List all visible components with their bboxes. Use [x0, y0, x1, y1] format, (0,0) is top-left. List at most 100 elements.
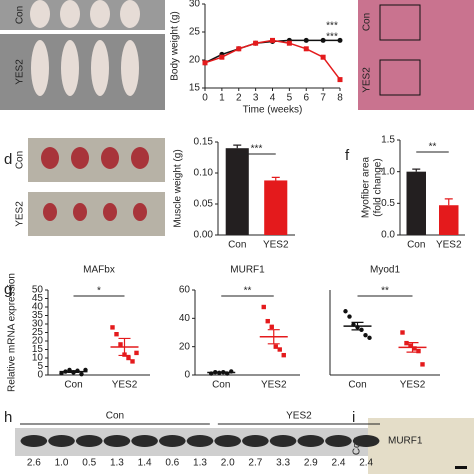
blot-value: 0.5 — [82, 458, 96, 469]
error-bar — [444, 198, 453, 206]
y-tick-label: 0.15 — [194, 137, 214, 148]
point — [79, 371, 84, 377]
point — [367, 335, 372, 341]
y-axis-label: Myofiber area — [361, 156, 372, 218]
blot-value: 2.7 — [248, 458, 262, 469]
x-tick-label: 2 — [236, 93, 242, 104]
point — [270, 37, 275, 43]
annotation: *** — [326, 21, 338, 32]
scale-bar — [455, 466, 467, 469]
x-tick-label: Con — [64, 380, 82, 391]
blot-band — [325, 435, 352, 447]
photo-label: Con — [15, 6, 26, 24]
protein-label: MURF1 — [388, 436, 423, 447]
y-tick-label: 20 — [179, 341, 191, 352]
photo-label: Con — [362, 13, 373, 31]
point — [126, 355, 131, 361]
y-axis-label: (fold change) — [373, 158, 384, 216]
point — [265, 318, 270, 324]
y-tick-label: 35 — [32, 310, 44, 321]
group-label: Con — [106, 411, 124, 422]
mice — [30, 0, 140, 96]
y-tick-label: 30 — [32, 319, 44, 330]
point — [363, 332, 368, 338]
y-tick-label: 0 — [184, 370, 190, 381]
point — [343, 309, 348, 314]
blot-band — [297, 435, 325, 447]
blot-band — [269, 435, 297, 447]
y-tick-label: 20 — [189, 55, 201, 66]
error-bar — [215, 371, 228, 374]
point — [286, 40, 292, 46]
group-label: YES2 — [286, 411, 312, 422]
panel-label: h — [4, 409, 12, 426]
blot-band — [242, 435, 269, 447]
x-tick-label: 4 — [270, 93, 276, 104]
significance: ** — [381, 286, 389, 297]
blot-value: 0.6 — [165, 458, 179, 469]
photo-label: YES2 — [15, 59, 26, 85]
blot-band — [131, 435, 158, 447]
error-bar — [267, 329, 280, 345]
blot-band — [48, 435, 75, 447]
x-tick-label: Con — [348, 380, 366, 391]
point — [337, 37, 343, 43]
chart-title: Myod1 — [370, 265, 400, 276]
y-tick-label: 60 — [179, 285, 191, 296]
blot-band — [20, 435, 48, 447]
point — [420, 362, 425, 367]
point — [261, 304, 266, 310]
point — [337, 77, 343, 83]
x-tick-label: YES2 — [112, 380, 138, 391]
x-tick-label: 0 — [202, 93, 208, 104]
x-tick-label: 1 — [219, 93, 225, 104]
x-tick-label: YES2 — [400, 380, 426, 391]
panel-label: i — [352, 409, 355, 426]
error-bar — [406, 341, 419, 353]
y-tick-label: 25 — [32, 327, 44, 338]
y-tick-label: 1.0 — [381, 166, 395, 177]
bar — [264, 180, 288, 235]
y-axis-label: Body weight (g) — [170, 11, 181, 80]
significance: ** — [244, 286, 252, 297]
y-tick-label: 0.5 — [381, 198, 395, 209]
blot-value: 2.0 — [221, 458, 235, 469]
point — [130, 359, 135, 364]
photo-label: YES2 — [362, 67, 373, 93]
point — [269, 324, 274, 330]
blot-band — [103, 435, 131, 447]
muscles — [41, 147, 149, 221]
x-tick-label: YES2 — [436, 240, 462, 251]
inset-box — [379, 4, 421, 41]
blot-band — [159, 435, 186, 447]
point — [320, 37, 326, 43]
blot-value: 2.4 — [332, 458, 346, 469]
panel-label: g — [4, 281, 12, 298]
point — [412, 346, 417, 351]
x-tick-label: 6 — [303, 93, 309, 104]
point — [253, 40, 259, 46]
photo-label: Con — [352, 437, 363, 455]
y-axis-label: Relative mRNA expression — [7, 273, 18, 392]
y-tick-label: 45 — [32, 293, 44, 304]
y-tick-label: 10 — [32, 353, 44, 364]
y-tick-label: 40 — [179, 313, 191, 324]
point — [219, 54, 225, 60]
point — [303, 46, 309, 52]
bar — [406, 171, 426, 235]
error-bar — [118, 337, 131, 357]
error-bar — [67, 370, 80, 374]
point — [408, 343, 413, 348]
point — [400, 330, 405, 335]
photo-label: Con — [15, 151, 26, 169]
point — [347, 314, 352, 319]
error-bar — [412, 168, 421, 172]
point — [202, 60, 208, 66]
blot-value: 1.4 — [138, 458, 152, 469]
y-tick-label: 0.05 — [194, 199, 214, 210]
blot-value: 1.3 — [193, 458, 207, 469]
inset-box — [379, 59, 421, 96]
point — [416, 348, 421, 354]
point — [114, 332, 119, 337]
